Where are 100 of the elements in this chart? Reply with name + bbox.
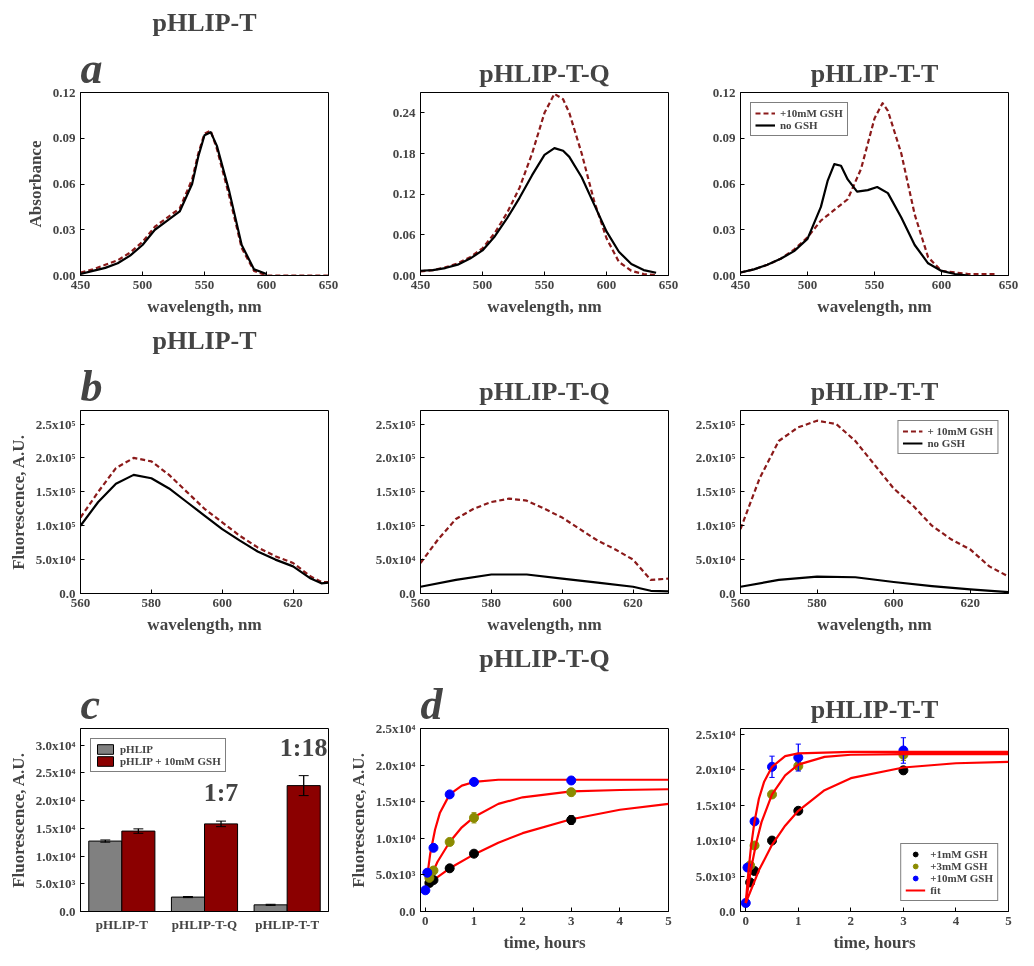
x-tick-label: 600 bbox=[256, 276, 277, 292]
y-tick-label: 1.5x10⁴ bbox=[695, 797, 736, 813]
x-tick-label: 1 bbox=[470, 912, 478, 928]
x-tick-label: 0 bbox=[742, 912, 749, 928]
y-tick-label: 2.0x10⁴ bbox=[35, 793, 76, 809]
y-tick-label: 1.5x10⁴ bbox=[375, 794, 416, 810]
y-tick-label: 5.0x10³ bbox=[35, 876, 76, 892]
y-tick-label: 0.06 bbox=[52, 176, 76, 191]
x-tick-label: 500 bbox=[132, 276, 153, 292]
chart-title: pHLIP-T-T bbox=[810, 694, 939, 724]
y-tick-label: 2.5x10⁴ bbox=[375, 721, 416, 736]
x-tick-label: 600 bbox=[931, 276, 952, 292]
y-tick-label: 2.0x10⁵ bbox=[695, 450, 736, 466]
x-tick-label: 2 bbox=[847, 912, 855, 928]
x-axis-title: wavelength, nm bbox=[147, 296, 262, 316]
annotation: 1:7 bbox=[203, 778, 239, 808]
y-tick-label: 1.5x10⁴ bbox=[35, 820, 76, 836]
y-tick-label: 0.09 bbox=[712, 130, 736, 146]
y-tick-label: 1.5x10⁵ bbox=[35, 484, 76, 500]
y-tick-label: 1.0x10⁴ bbox=[695, 833, 736, 849]
y-tick-label: 1.0x10⁴ bbox=[35, 848, 76, 864]
y-tick-label: 2.0x10⁵ bbox=[35, 450, 76, 466]
x-axis-title: time, hours bbox=[503, 932, 586, 952]
x-tick-label: 650 bbox=[318, 276, 339, 292]
y-tick-label: 0.12 bbox=[712, 84, 736, 100]
legend-label: fit bbox=[930, 884, 942, 896]
chart-title: pHLIP-T bbox=[152, 325, 257, 355]
x-tick-label: 580 bbox=[807, 594, 827, 610]
y-tick-label: 1.5x10⁵ bbox=[695, 484, 736, 500]
x-axis-title: time, hours bbox=[833, 932, 916, 952]
y-tick-label: 0.0 bbox=[399, 904, 416, 919]
y-tick-label: 2.5x10⁵ bbox=[35, 416, 76, 432]
y-axis-title: Fluorescence, A.U. bbox=[8, 435, 28, 570]
y-tick-label: 0.0 bbox=[719, 904, 736, 919]
x-tick-label: 600 bbox=[552, 594, 572, 610]
x-tick-label: 0 bbox=[422, 912, 429, 928]
legend-label: + 10mM GSH bbox=[927, 425, 993, 437]
legend-label: no GSH bbox=[927, 437, 966, 449]
x-tick-label: 500 bbox=[797, 276, 818, 292]
x-tick-label: pHLIP-T bbox=[95, 916, 149, 932]
x-axis-title: wavelength, nm bbox=[147, 614, 262, 634]
text: d bbox=[420, 679, 444, 729]
text: c bbox=[80, 679, 101, 729]
chart-title: pHLIP-T-T bbox=[810, 376, 939, 406]
legend-label: +1mM GSH bbox=[930, 848, 988, 860]
x-tick-label: 500 bbox=[472, 276, 493, 292]
x-axis-title: wavelength, nm bbox=[487, 296, 602, 316]
y-tick-label: 2.0x10⁵ bbox=[375, 450, 416, 466]
x-tick-label: 620 bbox=[283, 594, 303, 610]
x-tick-label: 650 bbox=[658, 276, 679, 292]
x-tick-label: 600 bbox=[883, 594, 904, 610]
y-tick-label: 5.0x10³ bbox=[375, 867, 416, 883]
x-axis-title: wavelength, nm bbox=[487, 614, 602, 634]
y-tick-label: 1.0x10⁴ bbox=[375, 830, 416, 846]
y-tick-label: 0.09 bbox=[52, 130, 76, 146]
x-tick-label: 4 bbox=[616, 912, 624, 928]
y-tick-label: 0.18 bbox=[392, 145, 416, 161]
x-axis-title: wavelength, nm bbox=[817, 614, 932, 634]
y-tick-label: 1.0x10⁵ bbox=[35, 518, 76, 534]
x-tick-label: pHLIP-T-T bbox=[255, 916, 320, 932]
chart-title: pHLIP-T-Q bbox=[479, 376, 610, 406]
y-tick-label: 2.5x10⁴ bbox=[35, 765, 76, 781]
x-tick-label: 1 bbox=[795, 912, 802, 928]
x-tick-label: 600 bbox=[596, 276, 617, 292]
x-tick-label: 550 bbox=[194, 276, 215, 292]
chart-title: pHLIP-T-T bbox=[810, 58, 939, 88]
y-tick-label: 0.03 bbox=[52, 221, 76, 237]
x-tick-label: 650 bbox=[998, 276, 1019, 292]
x-tick-label: 4 bbox=[952, 912, 960, 928]
y-tick-label: 0.24 bbox=[392, 104, 416, 120]
y-tick-label: 0.03 bbox=[712, 221, 736, 237]
x-tick-label: pHLIP-T-Q bbox=[171, 916, 238, 932]
y-tick-label: 0.0 bbox=[59, 904, 76, 919]
legend-label: +10mM GSH bbox=[930, 872, 993, 884]
legend-label: +10mM GSH bbox=[780, 107, 843, 119]
y-tick-label: 1.0x10⁵ bbox=[375, 518, 416, 534]
chart-title: pHLIP-T-Q bbox=[479, 643, 610, 673]
y-tick-label: 5.0x10⁴ bbox=[375, 552, 416, 568]
x-tick-label: 580 bbox=[141, 594, 162, 610]
y-tick-label: 2.5x10⁵ bbox=[375, 416, 416, 432]
y-tick-label: 5.0x10⁴ bbox=[695, 552, 736, 568]
chart-title: pHLIP-T bbox=[152, 7, 257, 37]
y-axis-title: Fluorescence, A.U. bbox=[8, 753, 28, 888]
x-tick-label: 620 bbox=[960, 594, 980, 610]
legend-label: +3mM GSH bbox=[930, 860, 988, 872]
x-tick-label: 2 bbox=[519, 912, 526, 928]
x-tick-label: 550 bbox=[864, 276, 885, 292]
annotation: 1:18 bbox=[279, 732, 328, 762]
y-tick-label: 5.0x10⁴ bbox=[35, 552, 76, 568]
x-tick-label: 3 bbox=[568, 912, 575, 928]
y-tick-label: 2.5x10⁵ bbox=[695, 416, 736, 432]
x-axis-title: wavelength, nm bbox=[817, 296, 932, 316]
x-tick-label: 600 bbox=[212, 594, 232, 610]
y-tick-label: 2.0x10⁴ bbox=[695, 762, 736, 778]
y-tick-label: 2.0x10⁴ bbox=[375, 757, 416, 773]
x-tick-label: 3 bbox=[900, 912, 908, 928]
y-tick-label: 0.12 bbox=[392, 186, 416, 202]
y-axis-title: Absorbance bbox=[25, 140, 45, 228]
legend-label: pHLIP + 10mM GSH bbox=[120, 755, 221, 767]
legend-label: no GSH bbox=[780, 119, 818, 131]
